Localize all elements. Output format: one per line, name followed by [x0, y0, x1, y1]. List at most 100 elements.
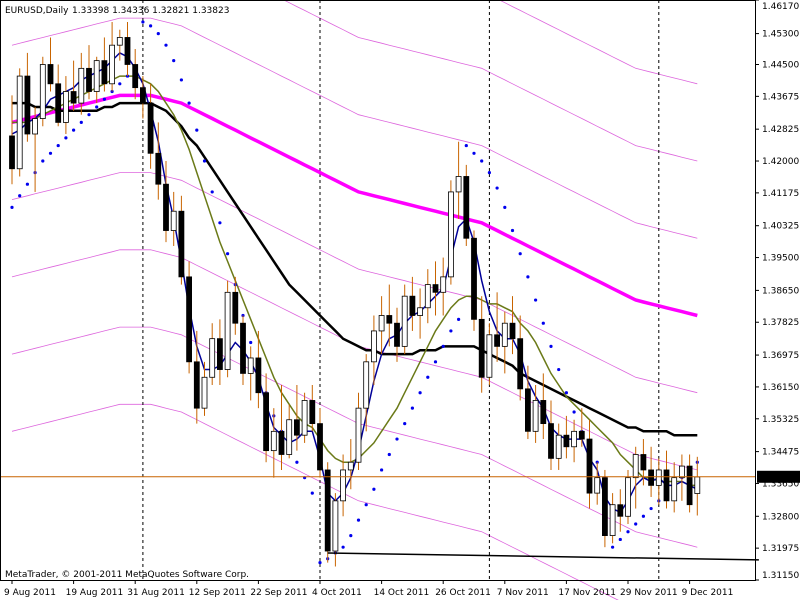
sar-dot: [356, 518, 361, 522]
candle-body: [363, 361, 370, 409]
candle-body: [401, 295, 408, 347]
candle-body: [240, 322, 246, 374]
x-tick-label: 17 Nov 2011: [558, 588, 616, 598]
sar-dot: [118, 82, 122, 86]
candle-body: [455, 176, 462, 193]
sar-dot: [426, 375, 430, 379]
chart-symbol: EURUSD,Daily: [5, 6, 69, 16]
candle-body: [86, 67, 92, 92]
x-tick-label: 14 Oct 2011: [374, 588, 430, 598]
support-line: [327, 552, 759, 561]
sar-dot: [534, 298, 538, 302]
candlesticks: [9, 22, 701, 567]
candle-body: [170, 210, 177, 231]
candle-body: [24, 75, 31, 135]
sar-dot: [541, 321, 545, 325]
candle-body: [555, 434, 562, 459]
y-tick-label: 1.36975: [762, 351, 799, 361]
y-tick-label: 1.31975: [762, 544, 799, 554]
candle-body: [278, 430, 285, 455]
x-tick-label: 9 Aug 2011: [4, 588, 56, 598]
candle-body: [424, 284, 431, 309]
sar-dot: [364, 503, 368, 507]
sar-dot: [641, 514, 646, 518]
candle-body: [186, 276, 193, 363]
x-tick-label: 4 Oct 2011: [312, 588, 362, 598]
x-tick-label: 29 Nov 2011: [620, 588, 678, 598]
candle-body: [47, 64, 54, 85]
y-tick-label: 1.42825: [762, 125, 799, 135]
current-price-badge: [757, 470, 800, 483]
y-axis: 1.46170 1.45300 1.44500 1.43675 1.42825 1.420…: [755, 0, 800, 581]
candle-body: [517, 338, 524, 390]
sar-dot: [472, 151, 476, 155]
candle-body: [440, 276, 447, 293]
current-price-label: 1.33823: [760, 473, 797, 483]
candle-body: [78, 67, 85, 104]
candle-body: [178, 210, 185, 278]
y-tick-label: 1.44500: [762, 60, 799, 70]
candle-body: [578, 430, 585, 440]
footer-copyright: MetaTrader, © 2001-2011 MetaQuotes Softw…: [5, 570, 249, 580]
sar-dot: [372, 487, 376, 491]
y-tick-label: 1.32800: [762, 512, 799, 522]
candle-body: [340, 469, 347, 502]
candle-body: [378, 315, 385, 332]
sar-dot: [210, 190, 214, 194]
sar-dot: [226, 252, 230, 256]
candle-body: [286, 419, 293, 455]
sar-dot: [295, 460, 299, 464]
candle-body: [301, 400, 308, 436]
candle-body: [525, 388, 531, 432]
x-tick-label: 26 Oct 2011: [435, 588, 491, 598]
candle-body: [109, 44, 115, 85]
sar-dot: [164, 43, 168, 47]
candle-body: [694, 476, 701, 494]
candle-body: [309, 400, 316, 425]
candle-body: [417, 307, 424, 316]
y-tick-label: 1.34475: [762, 448, 799, 458]
band-line-6: [282, 0, 698, 162]
candle-body: [355, 407, 362, 463]
sar-dot: [25, 182, 29, 186]
sar-dot: [249, 340, 253, 345]
x-tick-label: 31 Aug 2011: [127, 588, 185, 598]
candle-body: [686, 465, 693, 506]
sar-dot: [649, 506, 653, 511]
candle-body: [471, 237, 477, 320]
candle-body: [501, 322, 508, 347]
candle-body: [139, 87, 146, 104]
candle-body: [32, 118, 38, 135]
candle-body: [394, 322, 400, 347]
sar-dot: [341, 545, 345, 549]
sar-dot: [410, 406, 414, 410]
candle-body: [16, 75, 23, 170]
sar-dot: [48, 151, 53, 155]
sar-dot: [187, 101, 191, 105]
band-line-0: [11, 403, 619, 600]
candle-body: [447, 191, 454, 278]
candle-body: [124, 37, 131, 65]
y-tick-label: 1.39500: [762, 254, 799, 264]
y-tick-label: 1.36150: [762, 383, 799, 393]
ma-long-line: [11, 93, 698, 318]
sar-dot: [441, 344, 445, 348]
sar-dot: [95, 105, 99, 109]
candle-body: [478, 318, 485, 378]
sar-dot: [149, 24, 153, 28]
sar-dot: [395, 437, 399, 441]
candle-body: [509, 322, 516, 340]
candle-body: [663, 469, 670, 502]
sar-dot: [195, 128, 199, 132]
sar-dot: [495, 186, 499, 190]
sar-dot: [349, 533, 353, 538]
x-tick-label: 19 Aug 2011: [66, 588, 124, 598]
candle-body: [163, 183, 169, 231]
sar-dot: [218, 221, 222, 225]
sar-dot: [480, 159, 484, 163]
candle-body: [317, 423, 323, 471]
candle-body: [232, 291, 239, 324]
candle-body: [602, 477, 608, 536]
candle-body: [263, 392, 270, 452]
candle-body: [247, 357, 254, 374]
